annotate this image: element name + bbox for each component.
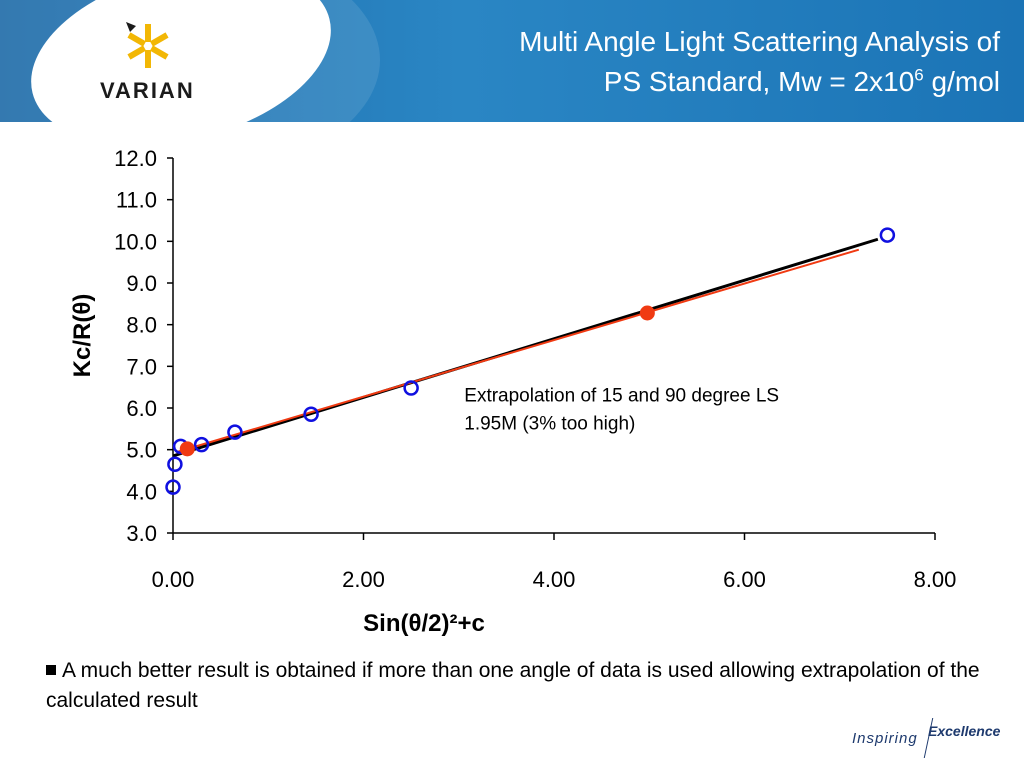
annotation-line-1: Extrapolation of 15 and 90 degree LS [464,386,779,407]
x-tick-label: 2.00 [342,567,385,592]
y-tick-label: 12.0 [114,146,157,171]
y-tick-label: 3.0 [126,521,157,546]
y-tick-label: 4.0 [126,479,157,504]
data-point-open [303,406,319,422]
x-tick-label: 0.00 [152,567,195,592]
tagline-logo: Inspiring Excellence [852,718,1022,762]
tagline-excellence: Excellence [928,723,1001,739]
y-axis-title: Kc/R(θ) [69,294,96,378]
logo-text: VARIAN [100,78,195,103]
y-tick-label: 11.0 [116,188,157,213]
fit-line [177,248,860,453]
title-line-2: PS Standard, Mw = 2x106 g/mol [360,62,1000,102]
y-tick-label: 7.0 [126,354,157,379]
bullet-point: A much better result is obtained if more… [46,656,996,716]
title-line-2-post: g/mol [923,66,1000,97]
data-point-open [193,436,210,453]
y-tick-label: 8.0 [126,313,157,338]
bullet-text: A much better result is obtained if more… [46,659,980,712]
x-tick-label: 8.00 [914,567,957,592]
data-point-open [403,380,419,396]
data-point-open [227,424,243,440]
data-point-filled [179,441,195,457]
title-line-2-sup: 6 [914,65,924,85]
x-axis-title: Sin(θ/2)²+c [363,610,485,637]
y-tick-label: 9.0 [126,271,157,296]
scatter-chart: 3.0 4.0 5.0 6.0 7.0 8.0 9.0 10.0 11.0 12.0 0.00 2.0… [69,146,957,637]
data-point-open [879,227,896,243]
slide-header: VARIAN Multi Angle Light Scattering Anal… [0,0,1024,122]
tagline-inspiring: Inspiring [852,730,918,747]
y-tick-label: 6.0 [126,396,157,421]
x-tick-label: 6.00 [723,567,766,592]
y-tick-label: 5.0 [126,438,157,463]
varian-star-icon [126,22,169,68]
title-line-1: Multi Angle Light Scattering Analysis of [519,26,1000,57]
title-line-2-pre: PS Standard, Mw = 2x10 [603,66,915,97]
y-tick-label: 10.0 [114,229,157,254]
x-tick-label: 4.00 [533,567,576,592]
data-point-open [167,456,183,472]
bullet-square-icon [46,665,56,675]
data-point-filled [639,305,655,321]
data-point-open [165,479,181,495]
slide-title: Multi Angle Light Scattering Analysis of… [360,22,1000,102]
annotation-line-2: 1.95M (3% too high) [464,414,635,435]
